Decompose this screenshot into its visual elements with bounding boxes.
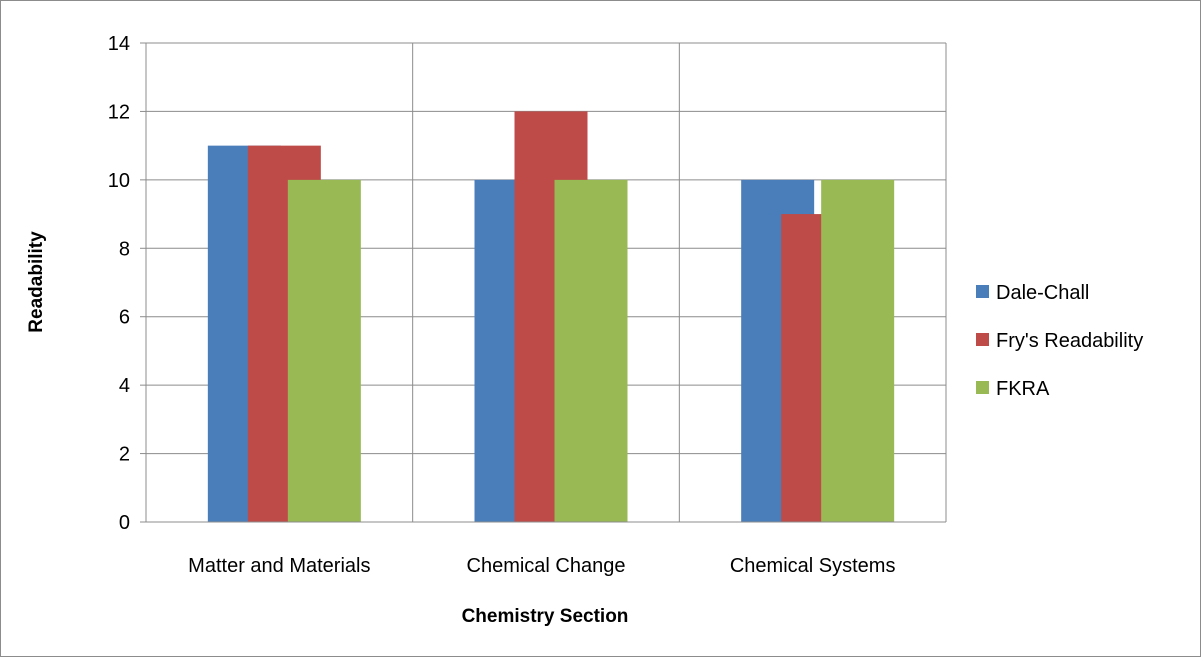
y-tick-label: 4 [119, 375, 130, 397]
x-axis-title: Chemistry Section [462, 606, 629, 627]
y-tick-label: 12 [108, 101, 130, 123]
y-tick-label: 8 [119, 238, 130, 260]
x-tick-label: Matter and Materials [188, 555, 370, 577]
legend-label: Fry's Readability [996, 330, 1143, 352]
y-tick-label: 0 [119, 512, 130, 534]
y-tick-label: 6 [119, 307, 130, 329]
bars [207, 111, 895, 523]
y-tick-label: 10 [108, 170, 130, 192]
x-tick-label: Chemical Change [467, 555, 626, 577]
x-tick-label: Chemical Systems [730, 555, 896, 577]
legend-swatch [976, 285, 989, 298]
axes [140, 42, 946, 523]
legend-label: Dale-Chall [996, 282, 1089, 304]
bar-fkra-3 [821, 179, 895, 522]
y-tick-label: 14 [108, 33, 130, 55]
bar-fkra-2 [554, 179, 628, 522]
y-tick-labels: 0 2 4 6 8 10 12 14 [108, 33, 130, 534]
bar-fkra-1 [287, 179, 361, 522]
legend-swatch [976, 333, 989, 346]
x-tick-labels: Matter and Materials Chemical Change Chemi… [188, 555, 895, 577]
y-axis-title: Readability [26, 231, 47, 333]
legend-swatch [976, 381, 989, 394]
legend: Dale-Chall Fry's Readability FKRA [976, 282, 1143, 400]
legend-label: FKRA [996, 378, 1050, 400]
y-tick-label: 2 [119, 444, 130, 466]
